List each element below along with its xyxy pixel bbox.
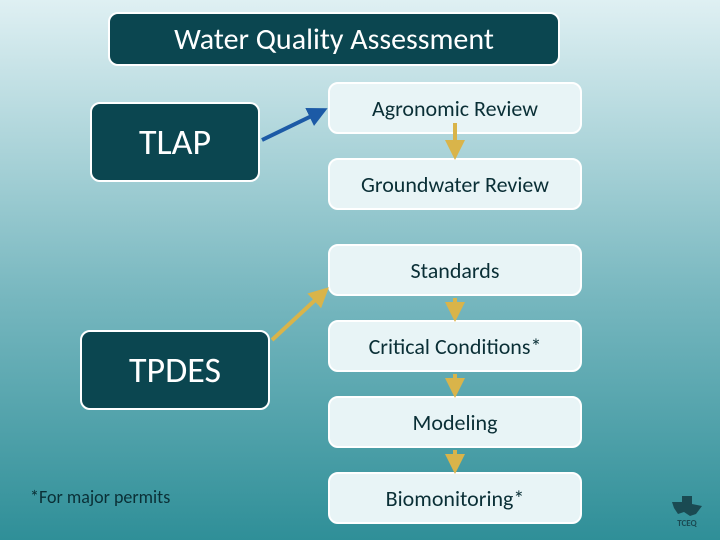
arrow-tlap-to-agronomic xyxy=(262,110,324,140)
standards-box: Standards xyxy=(328,244,582,296)
tlap-box: TLAP xyxy=(90,102,260,182)
groundwater-box: Groundwater Review xyxy=(328,158,582,210)
tceq-logo: TCEQ xyxy=(670,494,704,529)
agronomic-box: Agronomic Review xyxy=(328,82,582,134)
tpdes-box: TPDES xyxy=(80,330,270,410)
logo-text: TCEQ xyxy=(670,518,704,529)
critical-box: Critical Conditions* xyxy=(328,320,582,372)
title-box: Water Quality Assessment xyxy=(108,12,560,66)
arrow-tpdes-to-standards xyxy=(272,290,326,340)
biomonitoring-box: Biomonitoring* xyxy=(328,472,582,524)
footnote: *For major permits xyxy=(30,486,170,508)
diagram-stage: Water Quality Assessment TLAP TPDES Agronom… xyxy=(0,0,720,540)
modeling-box: Modeling xyxy=(328,396,582,448)
texas-icon xyxy=(670,494,704,518)
